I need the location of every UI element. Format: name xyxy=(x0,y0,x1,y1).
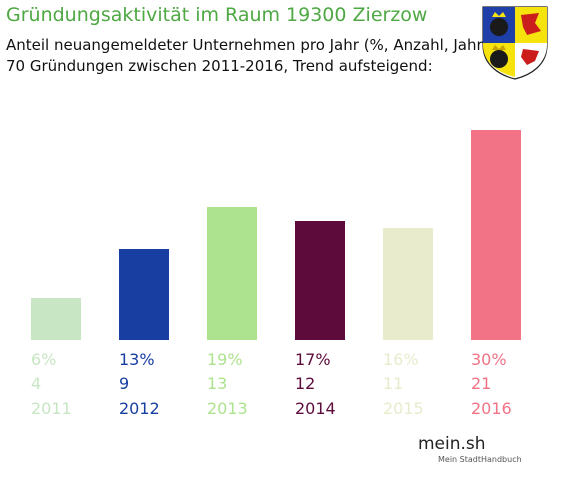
year-label-2014: 2014 xyxy=(295,399,336,418)
percent-label-2011: 6% xyxy=(31,350,56,369)
bar-2013 xyxy=(207,207,257,340)
percent-label-2015: 16% xyxy=(383,350,419,369)
count-label-2013: 13 xyxy=(207,374,227,393)
coat-of-arms-icon xyxy=(482,6,548,80)
year-label-2012: 2012 xyxy=(119,399,160,418)
count-label-2012: 9 xyxy=(119,374,129,393)
count-label-2015: 11 xyxy=(383,374,403,393)
percent-label-2013: 19% xyxy=(207,350,243,369)
percent-label-2016: 30% xyxy=(471,350,507,369)
brand-name: mein.sh xyxy=(418,434,486,454)
bar-2011 xyxy=(31,298,81,340)
chart-subtitle-line1: Anteil neuangemeldeter Unternehmen pro J… xyxy=(6,36,489,54)
percent-label-2012: 13% xyxy=(119,350,155,369)
year-label-2016: 2016 xyxy=(471,399,512,418)
bar-2016 xyxy=(471,130,521,340)
year-label-2011: 2011 xyxy=(31,399,72,418)
count-label-2014: 12 xyxy=(295,374,315,393)
count-label-2016: 21 xyxy=(471,374,491,393)
percent-label-2014: 17% xyxy=(295,350,331,369)
count-label-2011: 4 xyxy=(31,374,41,393)
year-label-2015: 2015 xyxy=(383,399,424,418)
year-label-2013: 2013 xyxy=(207,399,248,418)
bar-2015 xyxy=(383,228,433,340)
bar-2012 xyxy=(119,249,169,340)
brand-tagline: Mein StadtHandbuch xyxy=(438,455,522,464)
chart-title: Gründungsaktivität im Raum 19300 Zierzow xyxy=(6,4,428,26)
chart-subtitle-line2: 70 Gründungen zwischen 2011-2016, Trend … xyxy=(6,57,433,75)
brand-logo: mein.sh Mein StadtHandbuch xyxy=(418,434,522,464)
bar-2014 xyxy=(295,221,345,340)
